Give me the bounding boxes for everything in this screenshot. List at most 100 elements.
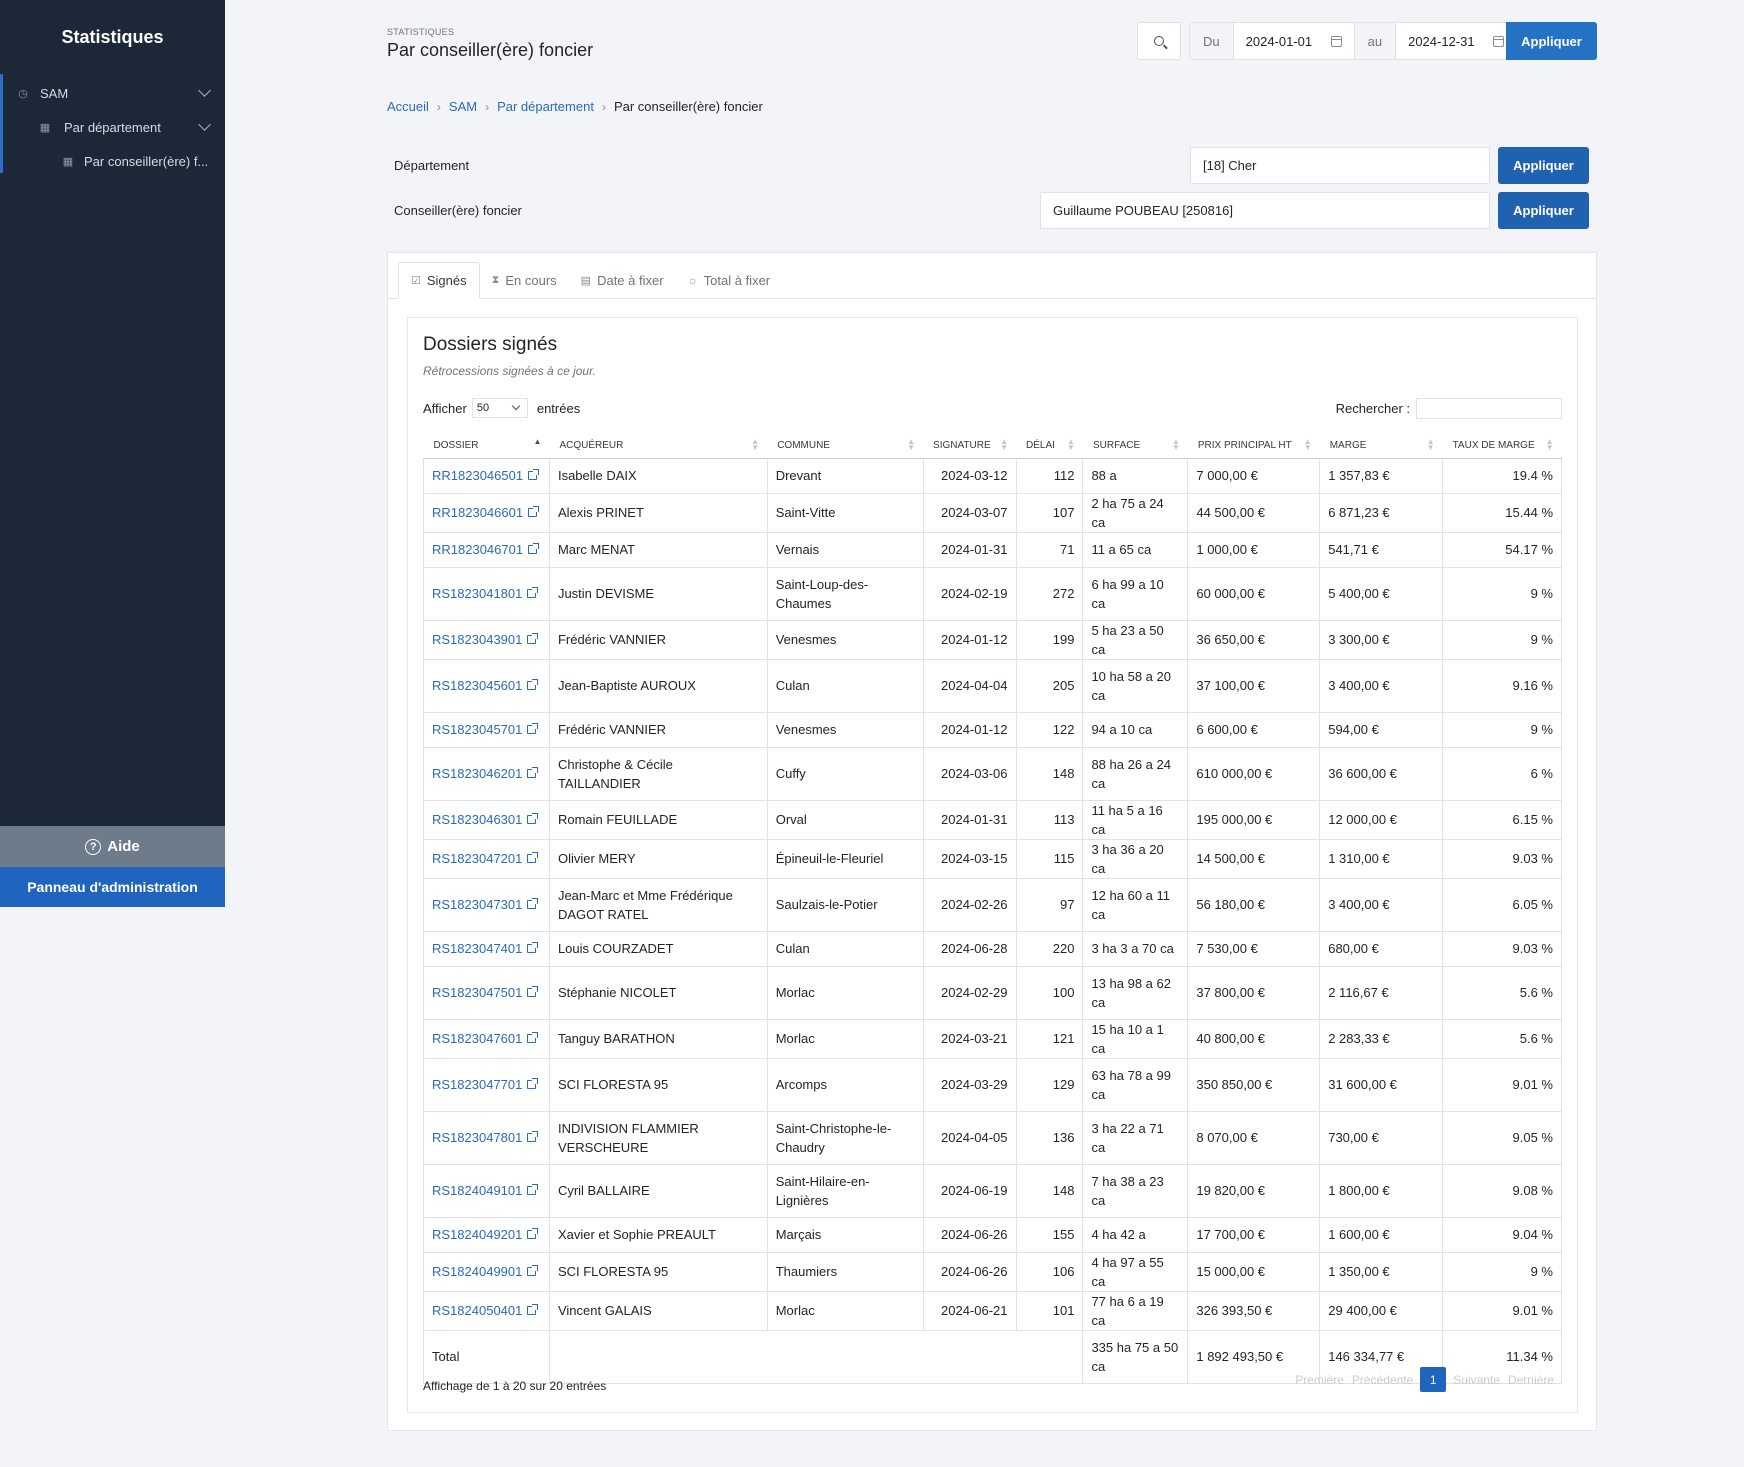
dossier-link[interactable]: RS1823047201 [432,851,539,866]
dossier-link[interactable]: RS1824049201 [432,1227,539,1242]
table-cell: Orval [766,799,924,840]
column-header-surface[interactable]: Surface ▲ ▼ [1082,433,1188,459]
column-header-delai[interactable]: Délai ▲ ▼ [1016,433,1083,459]
dossier-link[interactable]: RS1824050401 [432,1303,539,1318]
question-icon: ? [85,838,102,855]
cell-dossier: RS1823047401 [423,930,550,967]
date-to-input[interactable]: 2024-12-31 [1396,23,1516,59]
date-from-input[interactable]: 2024-01-01 [1234,23,1354,59]
table-cell: 15 ha 10 a 1 ca [1082,1018,1189,1059]
dossier-id: RS1824050401 [432,1303,523,1318]
table-cell: 6 600,00 € [1187,711,1321,748]
table-cell: 3 ha 36 a 20 ca [1082,838,1189,879]
column-header-prix[interactable]: Prix principal HT ▲ ▼ [1187,433,1320,459]
pager-first[interactable]: Première [1295,1372,1344,1387]
table-cell: Culan [766,930,924,967]
admin-panel-button[interactable]: Panneau d'administration [0,867,225,907]
cell-dossier: RS1823043901 [423,619,550,660]
table-cell: 15 000,00 € [1187,1251,1321,1292]
dossier-link[interactable]: RS1823047601 [432,1031,539,1046]
dossier-link[interactable]: RS1823047501 [432,985,539,1000]
table-cell: 195 000,00 € [1187,799,1321,840]
sidebar-item-sam[interactable]: ◷ SAM [0,76,225,110]
tab-en-cours[interactable]: ⧗ En cours [480,262,569,299]
pager-last[interactable]: Dernière [1507,1372,1554,1387]
tab-total-a-fixer[interactable]: ☼ Total à fixer [676,262,783,299]
dossier-link[interactable]: RS1823046201 [432,766,539,781]
column-header-acquereur[interactable]: Acquéreur ▲ ▼ [549,433,768,459]
apply-department-button[interactable]: Appliquer [1498,147,1589,184]
page-length-value: 50 [476,402,490,414]
dossier-link[interactable]: RS1824049101 [432,1183,539,1198]
tab-date-a-fixer[interactable]: ▤ Date à fixer [569,262,676,299]
column-header-taux[interactable]: Taux de marge ▲ ▼ [1442,433,1562,459]
table-cell: 680,00 € [1319,930,1444,967]
department-select[interactable]: [18] Cher [1190,147,1490,184]
table-cell: 9.05 % [1442,1110,1562,1165]
column-header-marge[interactable]: Marge ▲ ▼ [1319,433,1443,459]
breadcrumb-link-accueil[interactable]: Accueil [387,99,429,114]
dossier-id: RS1823047701 [432,1077,523,1092]
dossier-link[interactable]: RS1823047301 [432,897,539,912]
table-cell: 2024-04-04 [922,658,1017,713]
dossier-link[interactable]: RR1823046601 [432,505,540,520]
dossier-link[interactable]: RS1823047401 [432,941,539,956]
dossier-link[interactable]: RS1823045601 [432,678,539,693]
search-label: Rechercher : [1335,401,1410,416]
table-cell: 71 [1015,531,1084,568]
table-cell: Frédéric VANNIER [548,711,768,748]
external-link-icon [527,813,539,824]
cell-dossier: RS1823047201 [423,838,550,879]
breadcrumb-link-sam[interactable]: SAM [448,99,478,114]
pager-next[interactable]: Suivante [1453,1372,1500,1387]
table-cell: Christophe & Cécile TAILLANDIER [548,746,768,801]
table-row: RS1824049101 Cyril BALLAIRE Saint-Hilaire-… [423,1163,1562,1218]
page-length-select[interactable]: 50 [471,398,528,418]
table-cell: 9 % [1442,1251,1562,1292]
cell-dossier: RS1823045601 [423,658,550,713]
table-cell: Tanguy BARATHON [548,1018,768,1059]
column-header-commune[interactable]: Commune ▲ ▼ [767,433,924,459]
signed-files-table: Dossier ▲ Acquéreur ▲ ▼ Commune ▲ ▼ Signature… [423,433,1562,1384]
breadcrumb-link-departement[interactable]: Par département [497,99,594,114]
dossier-link[interactable]: RR1823046701 [432,542,540,557]
table-cell: 122 [1015,711,1084,748]
pagination: Première Précédente 1 Suivante Dernière [1291,1367,1558,1392]
dossier-link[interactable]: RS1823046301 [432,812,539,827]
external-link-icon [527,1265,539,1276]
dossier-link[interactable]: RR1823046501 [432,468,540,483]
dossier-link[interactable]: RS1823045701 [432,722,539,737]
table-cell: 541,71 € [1319,531,1444,568]
table-cell: 6.05 % [1442,877,1562,932]
table-row: RS1823046201 Christophe & Cécile TAILLAND… [423,746,1562,801]
search-button[interactable] [1137,22,1181,60]
dossier-link[interactable]: RS1823047801 [432,1130,539,1145]
table-row: RS1823047301 Jean-Marc et Mme Frédérique … [423,877,1562,932]
chevron-down-icon [198,84,211,97]
pager-page-1[interactable]: 1 [1420,1367,1447,1392]
column-header-dossier[interactable]: Dossier ▲ [423,433,550,459]
tab-signes[interactable]: ☑ Signés [398,262,480,299]
table-cell: 2024-01-31 [922,799,1017,840]
sidebar-item-par-departement[interactable]: ▦ Par département [0,110,225,144]
apply-advisor-button[interactable]: Appliquer [1498,192,1589,229]
search-input[interactable] [1416,398,1562,419]
help-button[interactable]: ? Aide [0,826,225,867]
external-link-icon [527,587,539,598]
dossier-id: RS1823045701 [432,722,523,737]
pager-prev[interactable]: Précédente [1351,1372,1414,1387]
date-from-label: Du [1190,23,1234,59]
dossier-id: RR1823046601 [432,505,524,520]
column-header-signature[interactable]: Signature ▲ ▼ [923,433,1016,459]
apply-date-button[interactable]: Appliquer [1506,22,1597,60]
advisor-select[interactable]: Guillaume POUBEAU [250816] [1040,192,1490,229]
dossier-link[interactable]: RS1823041801 [432,586,539,601]
sidebar-item-par-conseiller[interactable]: ▦ Par conseiller(ère) f... [0,144,225,178]
dossier-link[interactable]: RS1824049901 [432,1264,539,1279]
external-link-icon [527,1228,539,1239]
pie-chart-icon: ◷ [18,87,28,100]
dossier-link[interactable]: RS1823047701 [432,1077,539,1092]
dossier-link[interactable]: RS1823043901 [432,632,539,647]
table-cell: 10 ha 58 a 20 ca [1082,658,1189,713]
table-cell: 19.4 % [1442,457,1562,494]
